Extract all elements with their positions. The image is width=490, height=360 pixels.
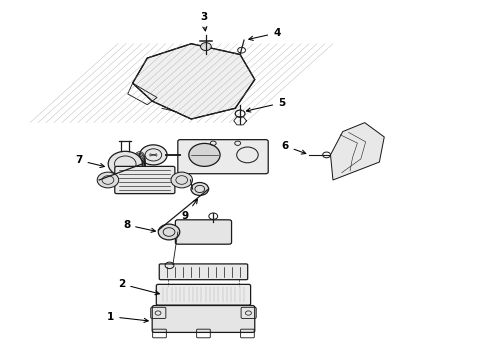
- Circle shape: [108, 151, 143, 176]
- Circle shape: [200, 42, 211, 50]
- Text: 4: 4: [249, 28, 280, 40]
- Circle shape: [189, 143, 220, 166]
- Text: 5: 5: [246, 98, 285, 112]
- FancyBboxPatch shape: [152, 306, 255, 332]
- Text: 9: 9: [182, 199, 197, 221]
- FancyBboxPatch shape: [178, 140, 268, 174]
- Text: 1: 1: [107, 312, 148, 323]
- Circle shape: [140, 145, 167, 165]
- Circle shape: [191, 183, 209, 195]
- FancyBboxPatch shape: [115, 166, 175, 194]
- Circle shape: [158, 224, 180, 240]
- Text: 6: 6: [281, 141, 306, 154]
- Text: 7: 7: [75, 155, 104, 167]
- Polygon shape: [133, 44, 255, 119]
- Polygon shape: [331, 123, 384, 180]
- FancyBboxPatch shape: [159, 264, 247, 280]
- Text: 3: 3: [200, 12, 207, 31]
- Text: 2: 2: [118, 279, 159, 295]
- Circle shape: [97, 172, 119, 188]
- Text: 8: 8: [123, 220, 155, 232]
- Circle shape: [171, 172, 193, 188]
- FancyBboxPatch shape: [156, 284, 250, 305]
- FancyBboxPatch shape: [175, 220, 232, 244]
